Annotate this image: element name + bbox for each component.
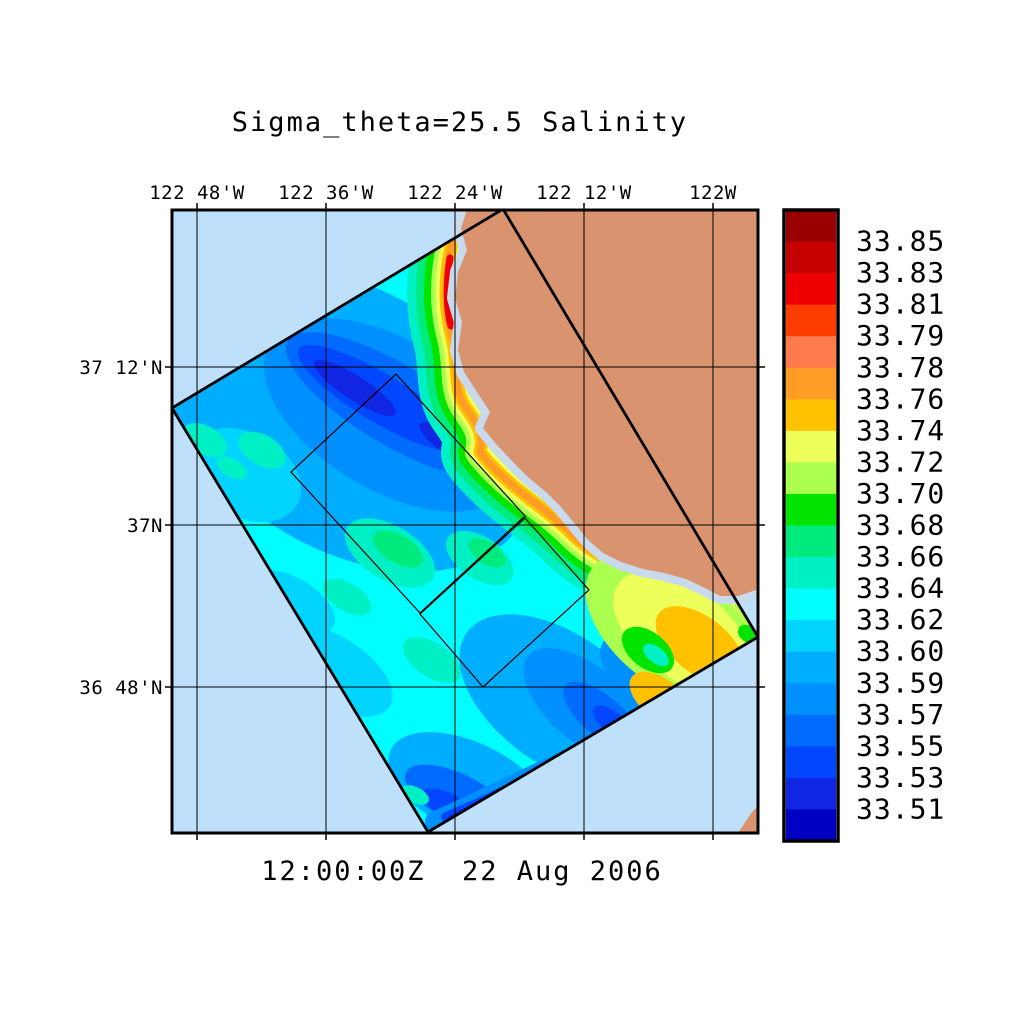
colorbar-tick-label: 33.85 bbox=[856, 225, 945, 258]
axis-labels: 122 48'W 122 36'W 122 24'W 122 12'W 122W 37 1… bbox=[79, 182, 737, 699]
colorbar-tick-label: 33.59 bbox=[856, 666, 945, 699]
colorbar-band bbox=[786, 241, 836, 274]
colorbar-tick-label: 33.79 bbox=[856, 319, 945, 352]
colorbar-labels: 33.8533.8333.8133.7933.7833.7633.7433.72… bbox=[856, 225, 945, 826]
land-sliver-bottom-right bbox=[738, 806, 758, 833]
map-content bbox=[172, 210, 758, 833]
colorbar-band bbox=[786, 714, 836, 747]
colorbar-tick-label: 33.78 bbox=[856, 351, 945, 384]
colorbar-tick-label: 33.68 bbox=[856, 509, 945, 542]
land-mass bbox=[455, 210, 758, 596]
colorbar: 33.8533.8333.8133.7933.7833.7633.7433.72… bbox=[782, 208, 945, 843]
colorbar-tick-label: 33.64 bbox=[856, 572, 945, 605]
colorbar-tick-label: 33.51 bbox=[856, 792, 945, 825]
land bbox=[447, 210, 758, 833]
colorbar-bands bbox=[786, 210, 836, 842]
colorbar-tick-label: 33.60 bbox=[856, 635, 945, 668]
x-axis-tick-label: 122 24'W bbox=[407, 182, 503, 204]
x-axis-tick-label: 122 48'W bbox=[149, 182, 245, 204]
colorbar-band bbox=[786, 557, 836, 590]
y-axis-tick-label: 36 48'N bbox=[79, 677, 163, 699]
colorbar-tick-label: 33.83 bbox=[856, 256, 945, 289]
colorbar-tick-label: 33.72 bbox=[856, 445, 945, 478]
y-axis-tick-label: 37N bbox=[127, 515, 163, 537]
colorbar-band bbox=[786, 525, 836, 558]
colorbar-frame bbox=[782, 208, 840, 843]
colorbar-band bbox=[786, 462, 836, 495]
map-plot bbox=[165, 203, 765, 840]
colorbar-band bbox=[786, 367, 836, 400]
colorbar-band bbox=[786, 651, 836, 684]
y-axis-tick-label: 37 12'N bbox=[79, 357, 163, 379]
colorbar-band bbox=[786, 588, 836, 621]
colorbar-tick-label: 33.81 bbox=[856, 288, 945, 321]
colorbar-band bbox=[786, 336, 836, 369]
colorbar-band bbox=[786, 399, 836, 432]
colorbar-tick-label: 33.57 bbox=[856, 698, 945, 731]
colorbar-band bbox=[786, 809, 836, 842]
axis-ticks bbox=[165, 203, 765, 840]
inner-domain-boxes bbox=[290, 373, 590, 688]
colorbar-tick-label: 33.70 bbox=[856, 477, 945, 510]
colorbar-band bbox=[786, 746, 836, 779]
colorbar-band bbox=[786, 777, 836, 811]
colorbar-band bbox=[786, 683, 836, 716]
inner-domain-box-2 bbox=[419, 517, 590, 688]
colorbar-band bbox=[786, 430, 836, 463]
colorbar-tick-label: 33.55 bbox=[856, 729, 945, 762]
colorbar-tick-label: 33.62 bbox=[856, 603, 945, 636]
x-axis-tick-label: 122W bbox=[689, 182, 737, 204]
colorbar-band bbox=[786, 273, 836, 306]
colorbar-tick-label: 33.66 bbox=[856, 540, 945, 573]
colorbar-tick-label: 33.53 bbox=[856, 761, 945, 794]
colorbar-band bbox=[786, 210, 836, 243]
colorbar-band bbox=[786, 304, 836, 337]
x-axis-tick-label: 122 12'W bbox=[536, 182, 632, 204]
colorbar-band bbox=[786, 620, 836, 653]
colorbar-tick-label: 33.74 bbox=[856, 414, 945, 447]
inner-domain-box-1 bbox=[290, 373, 526, 614]
map-frame bbox=[170, 208, 760, 835]
colorbar-band bbox=[786, 493, 836, 527]
time-label: 12:00:00Z 22 Aug 2006 bbox=[261, 856, 663, 887]
x-axis-tick-label: 122 36'W bbox=[278, 182, 374, 204]
colorbar-tick-label: 33.76 bbox=[856, 382, 945, 415]
figure-title: Sigma_theta=25.5 Salinity bbox=[232, 107, 688, 138]
gridlines bbox=[172, 210, 758, 833]
